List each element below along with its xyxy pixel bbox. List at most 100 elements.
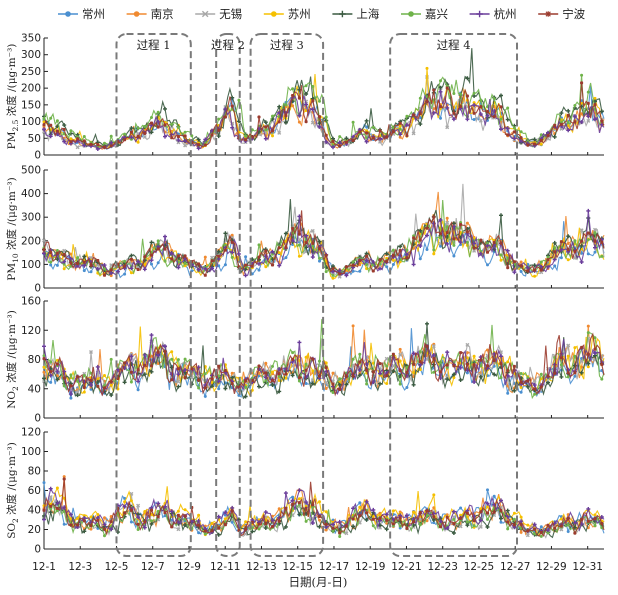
series-point-0-3-192 xyxy=(472,101,476,105)
series-point-0-5-0 xyxy=(42,117,46,121)
series-point-3-7-33 xyxy=(116,506,120,511)
series-line-2-1 xyxy=(43,325,605,394)
series-point-1-7-60 xyxy=(176,254,181,258)
x-tick-label-8: 12-17 xyxy=(319,561,350,573)
series-point-3-7-69 xyxy=(196,523,201,527)
series-point-2-7-144 xyxy=(364,368,369,373)
series-point-0-7-243 xyxy=(586,101,590,106)
series-point-1-7-18 xyxy=(82,260,86,264)
series-point-3-7-51 xyxy=(156,515,160,519)
series-point-2-7-240 xyxy=(579,345,584,350)
series-point-3-4-63 xyxy=(183,523,188,527)
series-point-2-6-78 xyxy=(216,379,221,384)
series-point-0-6-3 xyxy=(48,134,53,139)
series-point-2-3-30 xyxy=(109,383,113,387)
series-point-0-7-27 xyxy=(102,145,107,149)
legend-item-0: 常州 xyxy=(58,7,105,21)
x-axis: 12-1 12-3 12-5 12-7 12-9 12-11 12-13 12-15 12-17… xyxy=(32,561,603,589)
series-point-1-5-6 xyxy=(55,249,59,252)
series-point-1-2-192 xyxy=(472,248,477,253)
series-point-3-6-120 xyxy=(310,521,315,525)
series-point-2-7-24 xyxy=(96,384,100,388)
series-point-0-5-213 xyxy=(519,130,523,134)
series-point-2-7-237 xyxy=(573,371,577,375)
series-point-1-7-177 xyxy=(438,232,443,236)
series-point-1-5-84 xyxy=(230,255,234,259)
series-point-3-5-132 xyxy=(338,535,342,538)
series-point-0-4-204 xyxy=(499,93,503,98)
series-point-1-0-21 xyxy=(89,270,93,274)
series-point-2-7-204 xyxy=(499,362,503,366)
series-point-3-7-207 xyxy=(506,520,510,524)
series-point-1-7-33 xyxy=(116,262,120,266)
series-point-1-7-213 xyxy=(519,264,523,268)
series-point-0-5-243 xyxy=(586,90,590,94)
y-tick-label-3-2: 40 xyxy=(28,505,41,517)
series-point-1-2-240 xyxy=(579,228,584,233)
series-point-0-7-204 xyxy=(499,105,503,109)
series-point-3-4-108 xyxy=(283,524,288,529)
series-point-3-1-9 xyxy=(62,475,66,479)
series-point-0-7-54 xyxy=(163,123,167,127)
series-point-1-6-48 xyxy=(149,258,154,263)
series-point-0-2-180 xyxy=(445,125,450,130)
series-point-3-4-189 xyxy=(465,523,470,528)
series-point-3-6-99 xyxy=(263,510,268,515)
series-point-0-7-171 xyxy=(425,99,429,104)
series-point-3-3-36 xyxy=(123,500,127,504)
series-point-3-6-129 xyxy=(331,522,335,527)
process-label-2: 过程 2 xyxy=(211,38,245,52)
series-point-1-6-210 xyxy=(512,270,517,275)
series-point-1-7-24 xyxy=(96,258,100,263)
series-point-1-6-162 xyxy=(404,252,409,257)
series-point-1-7-240 xyxy=(579,239,584,243)
series-point-2-7-219 xyxy=(532,387,537,391)
series-point-0-4-9 xyxy=(62,123,67,128)
series-point-0-5-204 xyxy=(499,117,503,121)
y-tick-label-2-1: 40 xyxy=(28,383,41,395)
series-point-0-7-168 xyxy=(418,111,422,116)
series-point-2-5-30 xyxy=(109,357,113,361)
series-point-1-0-246 xyxy=(593,250,597,254)
x-axis-label: 日期(月-日) xyxy=(289,575,348,589)
series-point-2-7-189 xyxy=(465,362,470,366)
series-point-3-7-243 xyxy=(586,519,590,524)
series-point-1-0-18 xyxy=(82,269,86,273)
series-point-0-7-36 xyxy=(122,138,127,142)
series-point-0-6-24 xyxy=(95,147,100,151)
series-point-2-7-228 xyxy=(553,371,557,376)
series-point-1-5-177 xyxy=(439,236,442,240)
series-point-3-0-198 xyxy=(486,488,489,492)
series-point-2-7-87 xyxy=(237,385,241,389)
series-point-3-7-183 xyxy=(452,522,456,526)
series-point-0-5-27 xyxy=(103,141,106,145)
series-point-0-7-0 xyxy=(42,123,46,127)
series-point-0-2-45 xyxy=(142,135,147,139)
series-point-1-7-111 xyxy=(290,226,295,231)
series-point-1-0-3 xyxy=(49,263,53,267)
legend-marker-2 xyxy=(201,10,209,18)
series-point-3-6-114 xyxy=(297,488,302,493)
series-point-1-7-183 xyxy=(452,237,456,241)
series-point-2-4-30 xyxy=(109,393,114,398)
series-point-3-4-153 xyxy=(384,527,389,532)
series-point-1-0-81 xyxy=(223,263,227,267)
series-point-3-1-126 xyxy=(324,528,328,532)
series-point-2-1-6 xyxy=(55,374,59,378)
series-point-1-2-180 xyxy=(445,220,450,225)
process-box-4 xyxy=(389,33,519,557)
series-point-0-4-168 xyxy=(418,122,423,127)
series-point-1-2-120 xyxy=(310,228,315,233)
series-point-3-6-153 xyxy=(384,512,389,517)
series-point-2-6-204 xyxy=(499,354,503,359)
series-point-2-3-192 xyxy=(472,354,476,358)
series-point-2-7-96 xyxy=(257,364,261,368)
series-point-0-4-234 xyxy=(566,108,571,113)
series-point-0-6-240 xyxy=(579,120,584,125)
series-point-3-6-195 xyxy=(478,518,483,523)
series-point-2-7-159 xyxy=(398,369,402,373)
series-point-3-7-246 xyxy=(593,517,597,521)
series-point-2-5-69 xyxy=(197,386,201,390)
series-point-2-7-231 xyxy=(559,356,564,360)
series-point-3-0-222 xyxy=(539,525,543,529)
